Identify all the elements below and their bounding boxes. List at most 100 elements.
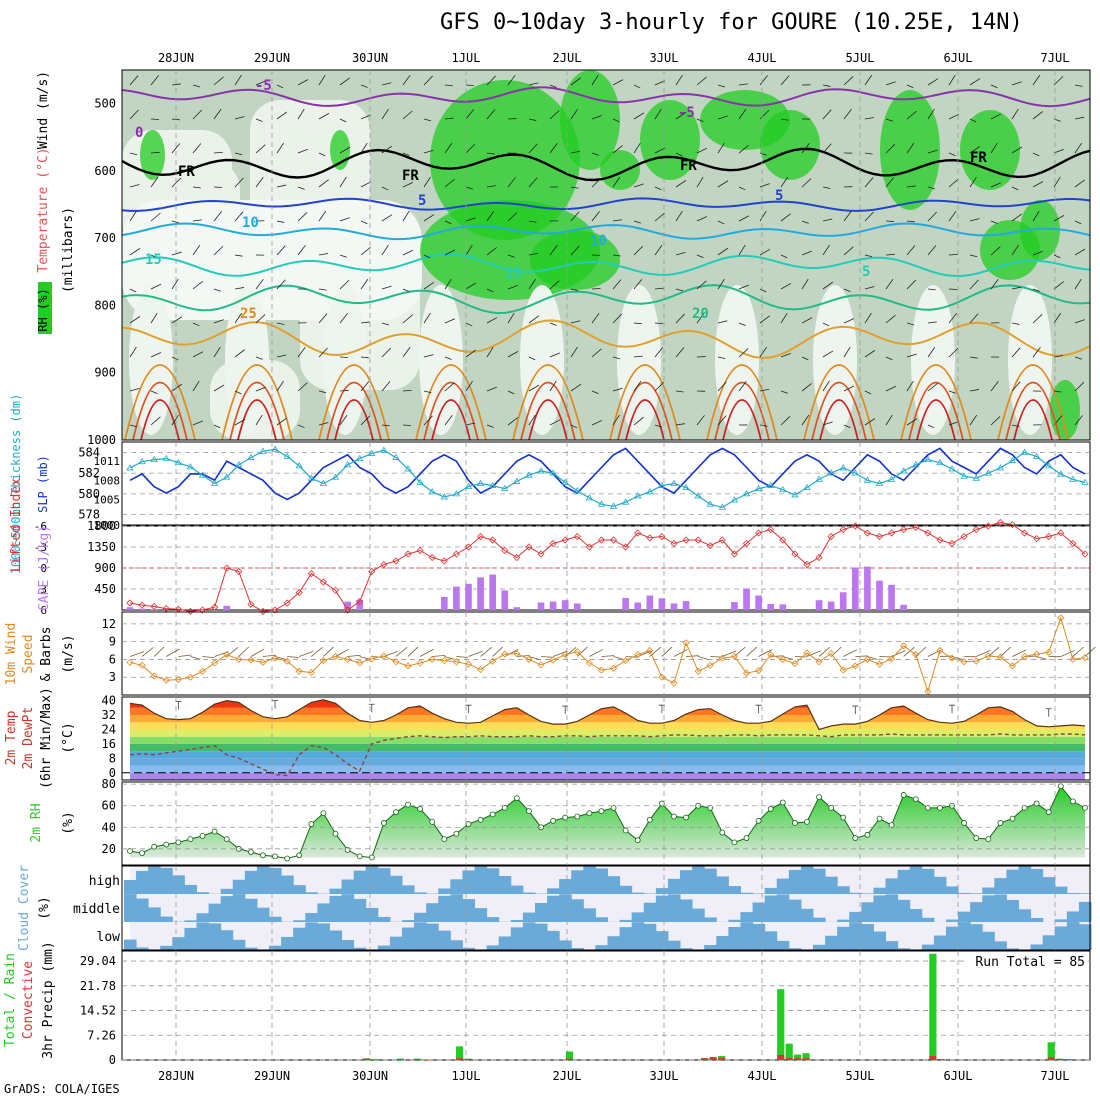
cape-bar [840,592,847,610]
rh-marker [418,806,423,811]
surface-wind-barb [493,647,503,657]
rh-marker [502,805,507,810]
precip-conv-bar [718,1058,725,1060]
contour-label: FR [970,150,987,166]
rh-marker [768,806,773,811]
surface-wind-barb [190,656,200,659]
rh-marker [152,844,157,849]
cloud-cover-block [511,920,524,922]
rh-dry-column [323,285,367,435]
minmax-axis-label: (6hr Min/Max) [39,687,54,789]
cloud-cover-block [632,922,645,950]
temp-band [130,737,1085,744]
cloud-cover-block [886,894,899,922]
rh-marker [321,811,326,816]
cloud-cover-block [221,930,234,950]
surface-wind-barb [166,649,179,656]
precip-conv-bar [701,1058,708,1060]
cloud-cover-block [922,918,935,922]
cloud-cover-block [777,894,790,922]
rh-marker [889,823,894,828]
pressure-tick-label: 700 [94,231,116,245]
cloud-cover-block [620,920,633,922]
surface-wind-barb [916,647,926,656]
cape-bar [441,597,448,610]
cloud-cover-block [487,945,500,950]
surface-wind-barb [323,647,333,657]
cloud-cover-block [1019,909,1032,922]
cloud-cover-block [475,866,488,894]
rh-marker [200,833,205,838]
cloud-cover-block [559,879,572,894]
cloud-cover-block [523,922,536,950]
thickness-line [130,449,1085,507]
rh-marker [297,853,302,858]
surface-wind-barb [456,656,468,657]
precip-conv-bar [397,1059,404,1060]
contour-label: 5 [775,188,783,204]
cloud-cover-block [342,880,355,894]
rh-marker [1083,805,1088,810]
cloud-cover-block [293,928,306,950]
date-label-bottom: 28JUN [158,1069,194,1083]
minmax-whisker [756,705,762,713]
rh-dry-column [129,285,173,435]
cape-bar [562,600,569,610]
date-label-top: 30JUN [352,51,388,65]
rh-marker [273,854,278,859]
cloud-cover-block [378,868,391,894]
cape-bar [622,598,629,610]
li-line [130,523,1085,612]
cloud-cover-block [1019,866,1032,894]
cloud-cover-block [438,888,451,894]
cloud-cover-block [148,866,161,894]
rh2m-units-label: (%) [61,811,76,834]
rh-marker [393,810,398,815]
precip-conv-bar [938,1059,945,1060]
surface-wind-barb [408,647,418,657]
cloud-cover-block [487,917,500,922]
rh-marker [708,805,713,810]
contour-label: 25 [240,306,257,322]
cape-bar [501,590,508,610]
cloud-cover-block [728,927,741,950]
cloud-cover-block [559,894,572,922]
rh-marker [224,837,229,842]
rh-marker [817,795,822,800]
page-title: GFS 0~10day 3-hourly for GOURE (10.25E, … [440,10,1023,35]
cloud-cover-block [740,893,753,894]
contour-label: -5 [255,78,272,94]
surface-wind-barb [384,651,398,656]
precip-frame [122,951,1090,1060]
rh-marker [285,856,290,861]
contour-label: 5 [418,193,426,209]
cape-bar [477,577,484,610]
wind-speed-axis-label: Speed [21,634,36,673]
cloud-cover-block [221,896,234,922]
rh-marker [998,820,1003,825]
surface-wind-barb [1037,656,1047,659]
surface-wind-barb [795,656,807,657]
rh-tick-label: 60 [102,799,116,813]
cloud-cover-block [571,899,584,922]
date-label-bottom: 1JUL [452,1069,481,1083]
cloud-cover-block [305,922,318,950]
surface-wind-barb [614,656,624,659]
cloud-cover-block [475,908,488,922]
rh-marker [720,830,725,835]
cloud-cover-block [753,903,766,922]
cape-bar [671,603,678,610]
cloud-cover-block [982,932,995,950]
temp-tick-label: 8 [109,751,116,765]
surface-wind-barb [299,651,313,656]
cloud-cover-block [644,924,657,950]
cloud-cover-block [354,899,367,922]
rh-moist-area [600,150,640,190]
cloud-cover-block [946,886,959,894]
cloud-row-label: low [97,930,121,945]
rh-marker [164,842,169,847]
cloud-cover-block [813,869,826,894]
cloud-cover-block [608,936,621,950]
cloud-cover-block [704,869,717,894]
